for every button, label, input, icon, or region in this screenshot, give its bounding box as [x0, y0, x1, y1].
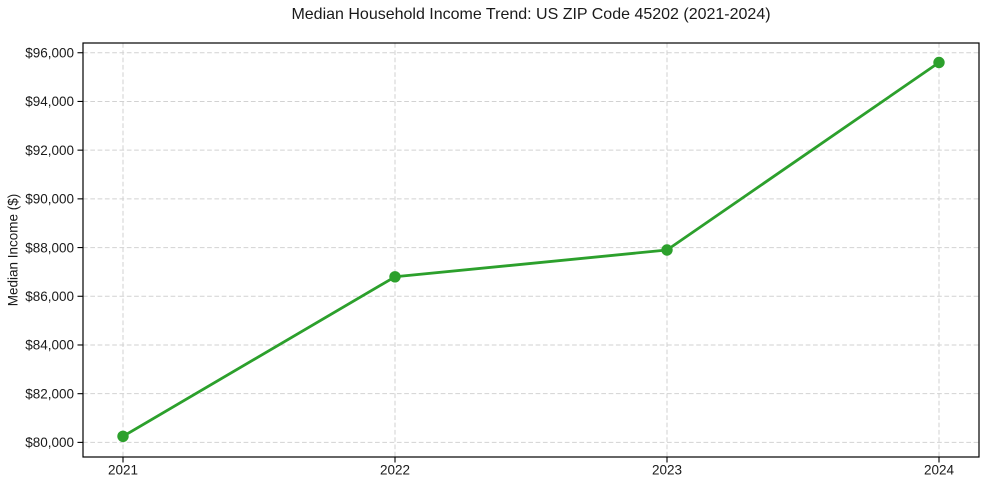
data-point-2024	[933, 56, 945, 69]
y-tick-label: $86,000	[25, 289, 74, 304]
data-point-2023	[661, 244, 673, 256]
y-tick-label: $80,000	[25, 435, 74, 450]
y-tick-label: $90,000	[25, 192, 74, 207]
data-point-2022	[389, 271, 401, 283]
y-tick-label: $82,000	[25, 386, 74, 401]
y-axis-label: Median Income ($)	[5, 193, 21, 307]
x-tick-label: 2023	[652, 463, 682, 478]
data-point-2021	[117, 430, 129, 442]
y-tick-label: $92,000	[25, 143, 74, 158]
y-tick-label: $94,000	[25, 94, 74, 109]
y-tick-label: $84,000	[25, 338, 74, 353]
x-tick-label: 2022	[380, 463, 410, 478]
y-tick-label: $96,000	[25, 45, 74, 60]
gridlines	[83, 43, 979, 457]
axis-ticks	[77, 52, 940, 463]
x-tick-label: 2024	[924, 463, 955, 478]
trend-line	[121, 61, 941, 438]
chart-title: Median Household Income Trend: US ZIP Co…	[291, 6, 771, 23]
x-tick-label: 2021	[108, 463, 138, 478]
y-tick-label: $88,000	[25, 240, 74, 255]
axis-tick-labels: $80,000 $82,000 $84,000 $86,000 $88,000 $90,0…	[25, 45, 954, 477]
plot-border	[82, 42, 980, 458]
